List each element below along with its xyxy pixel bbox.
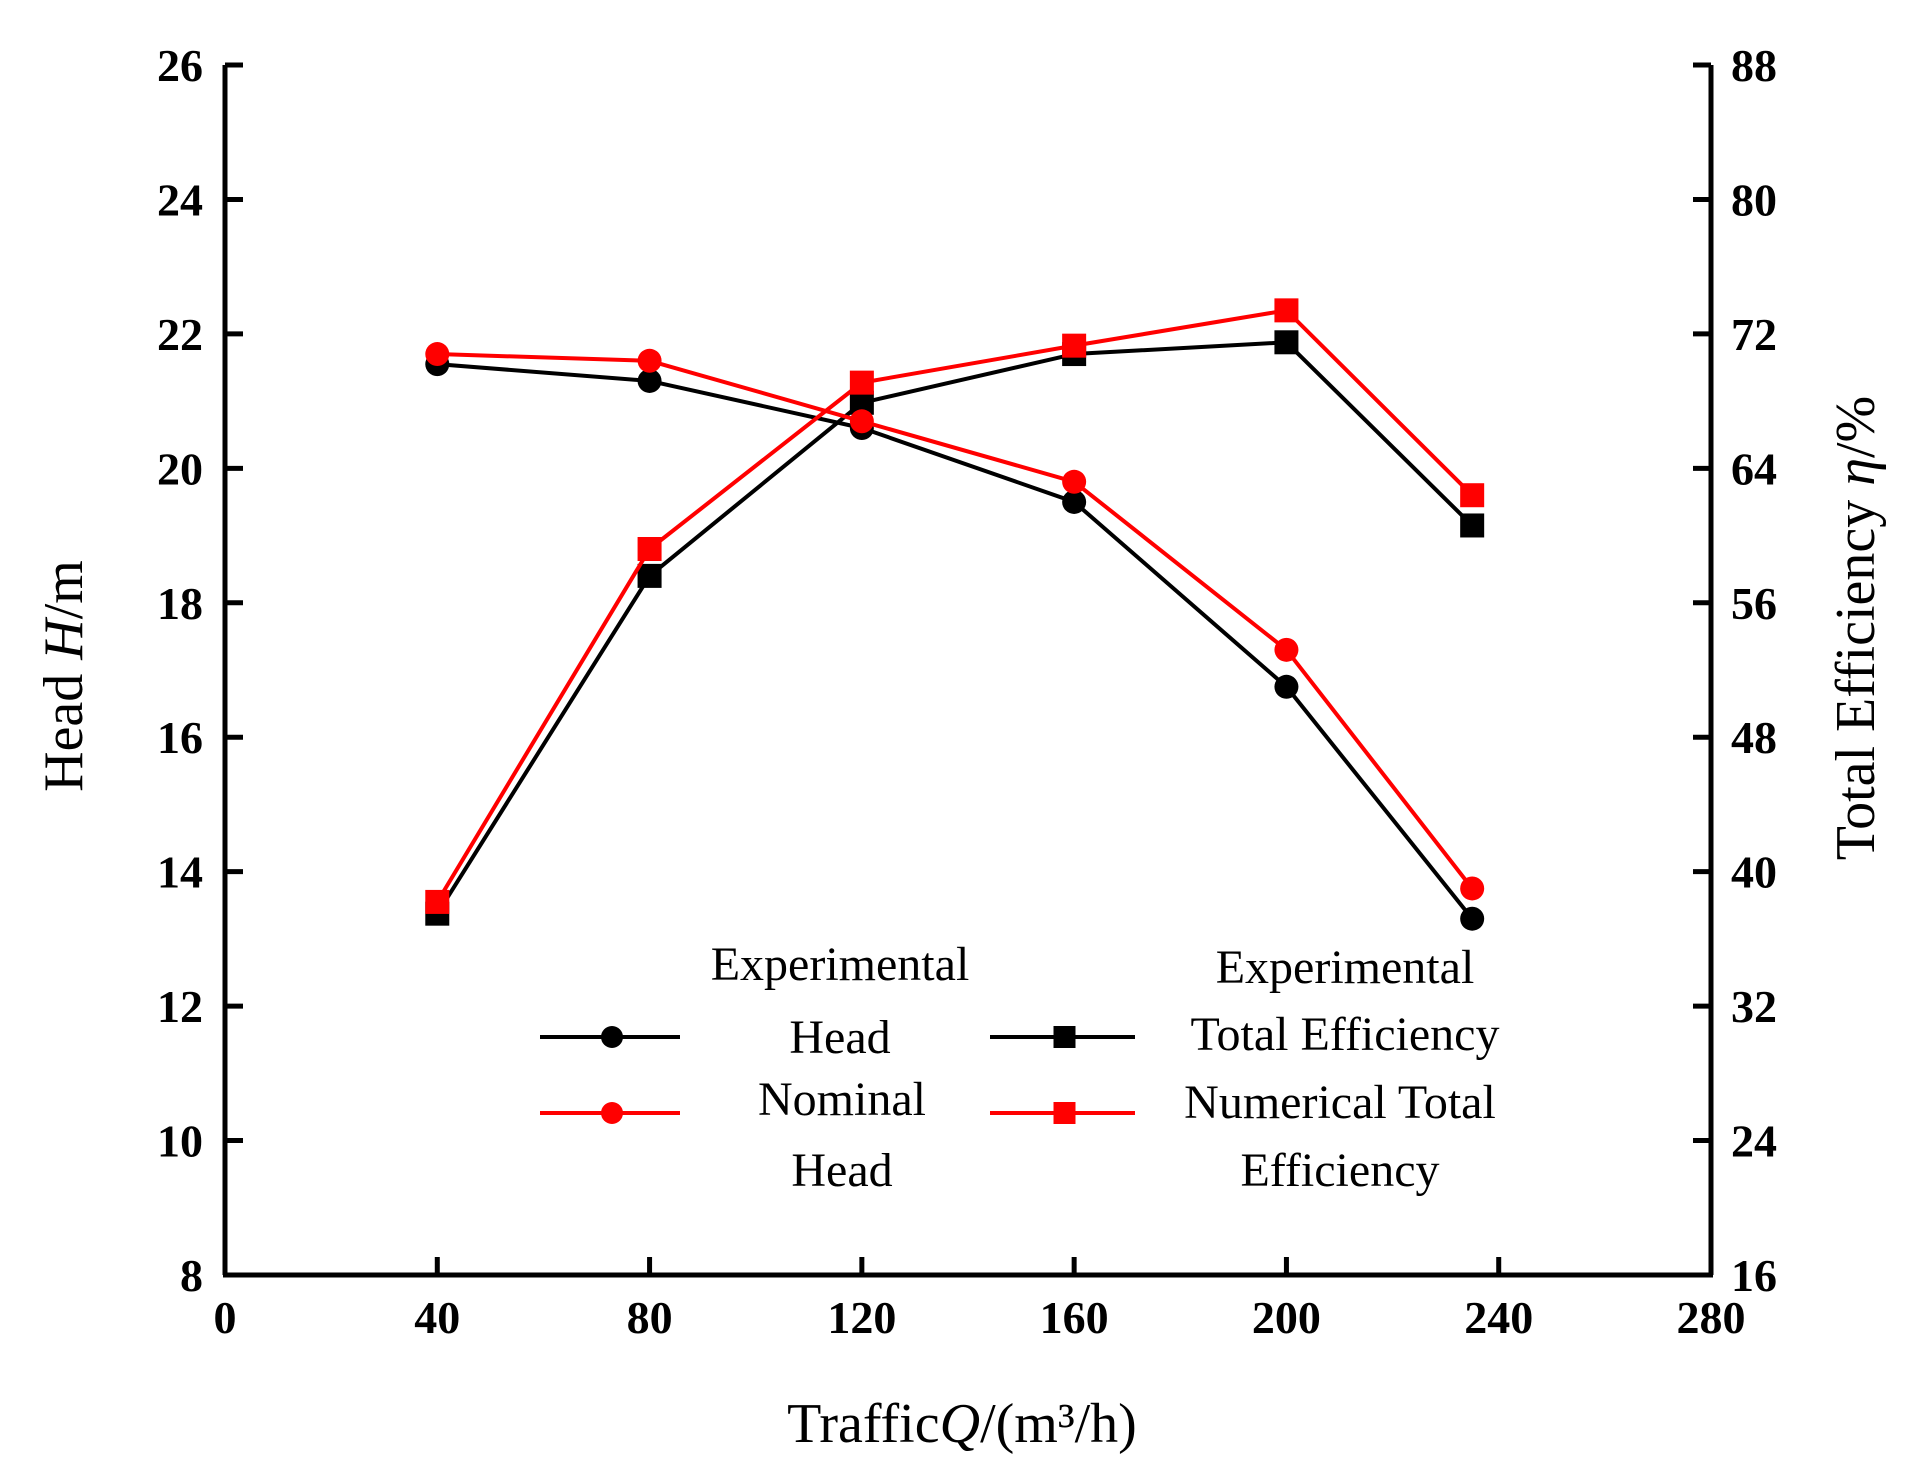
x-tick-label: 40 <box>414 1292 460 1343</box>
y-left-axis-ticks: 8 10 12 14 16 18 20 22 24 26 <box>157 40 243 1301</box>
data-point <box>1460 906 1485 931</box>
y-left-axis-title: Head H/m <box>33 560 95 792</box>
legend-label: Efficiency <box>1240 1144 1439 1197</box>
series-line <box>435 308 1474 903</box>
x-axis-ticks: 0 40 80 120 160 200 240 280 <box>214 1257 1746 1343</box>
legend-label: Experimental <box>711 938 970 991</box>
y-right-tick-label: 88 <box>1731 40 1777 91</box>
y-right-tick-label: 24 <box>1731 1116 1777 1167</box>
data-point <box>637 563 662 588</box>
y-left-tick-label: 12 <box>157 981 203 1032</box>
series-line <box>437 352 1474 890</box>
y-left-tick-label: 10 <box>157 1116 203 1167</box>
series-1 <box>425 352 1485 931</box>
x-tick-label: 280 <box>1677 1292 1746 1343</box>
plot-frame <box>222 65 1714 1278</box>
x-tick-label: 160 <box>1040 1292 1109 1343</box>
y-right-tick-label: 48 <box>1731 712 1777 763</box>
legend-label: Head <box>789 1011 890 1064</box>
data-point <box>425 889 450 914</box>
series-layer <box>425 298 1485 931</box>
x-tick-label: 0 <box>214 1292 237 1343</box>
y-right-tick-label: 80 <box>1731 174 1777 225</box>
data-point <box>1460 876 1485 901</box>
series-2 <box>425 342 1485 901</box>
data-point <box>849 409 874 434</box>
legend-item-3: Experimental Total Efficiency <box>990 941 1499 1061</box>
data-point <box>1053 1026 1076 1048</box>
series-line <box>437 362 1474 920</box>
data-point <box>1062 469 1087 494</box>
data-point <box>1062 489 1087 514</box>
legend-label: Numerical Total <box>1184 1076 1496 1129</box>
series-3 <box>425 330 1485 926</box>
y-left-tick-label: 20 <box>157 443 203 494</box>
legend-label: Nominal <box>758 1073 926 1126</box>
data-point <box>1062 333 1087 358</box>
x-tick-label: 200 <box>1252 1292 1321 1343</box>
series-4 <box>425 298 1485 914</box>
y-right-tick-label: 40 <box>1731 847 1777 898</box>
y-right-tick-label: 56 <box>1731 578 1777 629</box>
y-right-tick-label: 72 <box>1731 309 1777 360</box>
y-left-tick-label: 16 <box>157 712 203 763</box>
y-right-axis-title: Total Efficiency η/% <box>1825 396 1887 860</box>
legend-item-2: Nominal Head <box>540 1073 926 1197</box>
legend: Experimental Head Nominal Head Experimental T… <box>540 938 1499 1197</box>
data-point <box>425 342 450 367</box>
data-point <box>1274 298 1299 323</box>
data-point <box>637 348 662 373</box>
y-left-tick-label: 24 <box>157 174 203 225</box>
data-point <box>849 370 874 395</box>
legend-label: Head <box>791 1144 892 1197</box>
x-tick-label: 80 <box>627 1292 673 1343</box>
legend-label: Total Efficiency <box>1191 1008 1500 1061</box>
data-point <box>601 1102 623 1124</box>
y-left-tick-label: 14 <box>157 847 203 898</box>
y-left-tick-label: 8 <box>180 1250 203 1301</box>
legend-label: Experimental <box>1216 941 1475 994</box>
data-point <box>1053 1102 1076 1124</box>
x-axis-title: TrafficQ/(m³/h) <box>787 1393 1137 1455</box>
y-right-axis-ticks: 16 24 32 40 48 56 64 72 80 88 <box>1693 40 1777 1301</box>
x-tick-label: 240 <box>1464 1292 1533 1343</box>
y-right-tick-label: 64 <box>1731 443 1777 494</box>
data-point <box>601 1026 623 1048</box>
data-point <box>1274 674 1299 699</box>
data-point <box>1274 330 1299 355</box>
data-point <box>637 537 662 561</box>
y-left-tick-label: 22 <box>157 309 203 360</box>
y-left-tick-label: 18 <box>157 578 203 629</box>
y-right-tick-label: 32 <box>1731 981 1777 1032</box>
legend-item-4: Numerical Total Efficiency <box>990 1076 1496 1197</box>
y-left-tick-label: 26 <box>157 40 203 91</box>
legend-item-1: Experimental Head <box>540 938 969 1064</box>
data-point <box>637 368 662 393</box>
data-point <box>1274 637 1299 662</box>
data-point <box>1460 513 1485 538</box>
data-point <box>1460 483 1485 508</box>
y-right-tick-label: 16 <box>1731 1250 1777 1301</box>
x-tick-label: 120 <box>827 1292 896 1343</box>
series-line <box>435 340 1474 915</box>
